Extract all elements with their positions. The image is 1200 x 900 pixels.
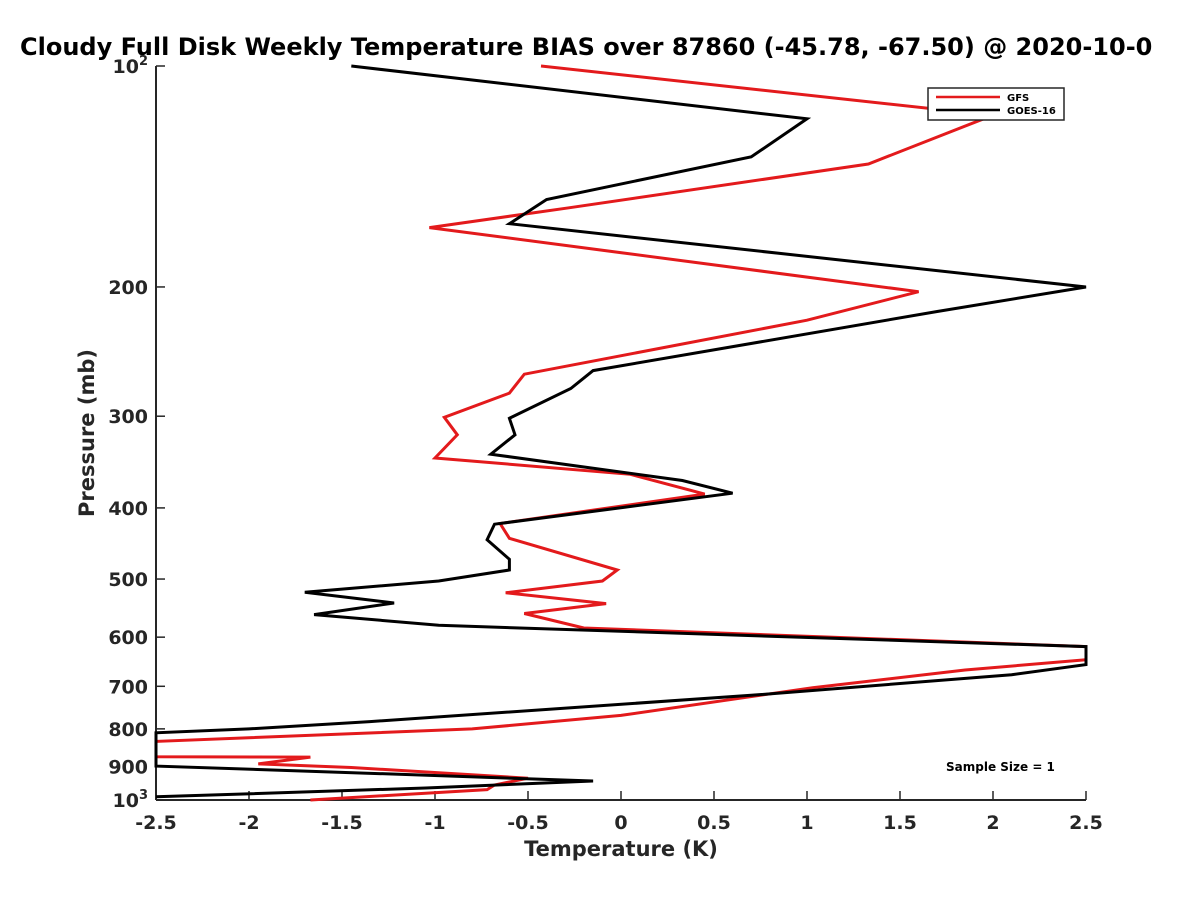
y-tick-label: 500: [108, 569, 148, 591]
x-tick-label: -2: [238, 812, 259, 834]
x-axis-label: Temperature (K): [524, 837, 718, 861]
x-tick-label: -0.5: [507, 812, 549, 834]
y-axis-ticks: 102 200 300 400 500 600 700 800 900 103: [108, 54, 165, 812]
legend-label-goes16: GOES-16: [1007, 106, 1056, 117]
x-tick-label: -1: [424, 812, 445, 834]
y-tick-label: 103: [113, 788, 149, 812]
y-tick-label: 102: [113, 54, 149, 78]
y-tick-label: 700: [108, 676, 148, 698]
legend: GFS GOES-16: [927, 87, 1065, 121]
x-tick-label: 1: [800, 812, 813, 834]
y-tick-label: 300: [108, 406, 148, 428]
series-line-gfs: [154, 64, 1088, 802]
x-tick-label: -1.5: [321, 812, 363, 834]
sample-size-annotation: Sample Size = 1: [946, 760, 1055, 774]
x-tick-label: -2.5: [135, 812, 177, 834]
x-tick-label: 2: [986, 812, 999, 834]
y-tick-label: 800: [108, 719, 148, 741]
series-line-goes16: [154, 64, 1088, 799]
y-tick-label: 600: [108, 627, 148, 649]
x-tick-label: 1.5: [883, 812, 917, 834]
series-layer: [154, 64, 1088, 802]
x-axis-ticks: -2.5 -2 -1.5 -1 -0.5 0 0.5 1 1.5 2 2.5: [135, 791, 1103, 834]
legend-box: [927, 87, 1065, 121]
x-tick-label: 0.5: [697, 812, 731, 834]
x-tick-label: 0: [614, 812, 627, 834]
y-tick-label: 200: [108, 277, 148, 299]
y-axis-label: Pressure (mb): [75, 349, 99, 517]
y-tick-label: 400: [108, 498, 148, 520]
x-tick-label: 2.5: [1069, 812, 1103, 834]
legend-label-gfs: GFS: [1007, 93, 1029, 104]
y-tick-label: 900: [108, 756, 148, 778]
chart-title: Cloudy Full Disk Weekly Temperature BIAS…: [20, 33, 1152, 61]
